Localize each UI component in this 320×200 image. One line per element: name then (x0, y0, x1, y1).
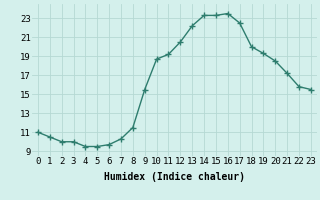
X-axis label: Humidex (Indice chaleur): Humidex (Indice chaleur) (104, 172, 245, 182)
